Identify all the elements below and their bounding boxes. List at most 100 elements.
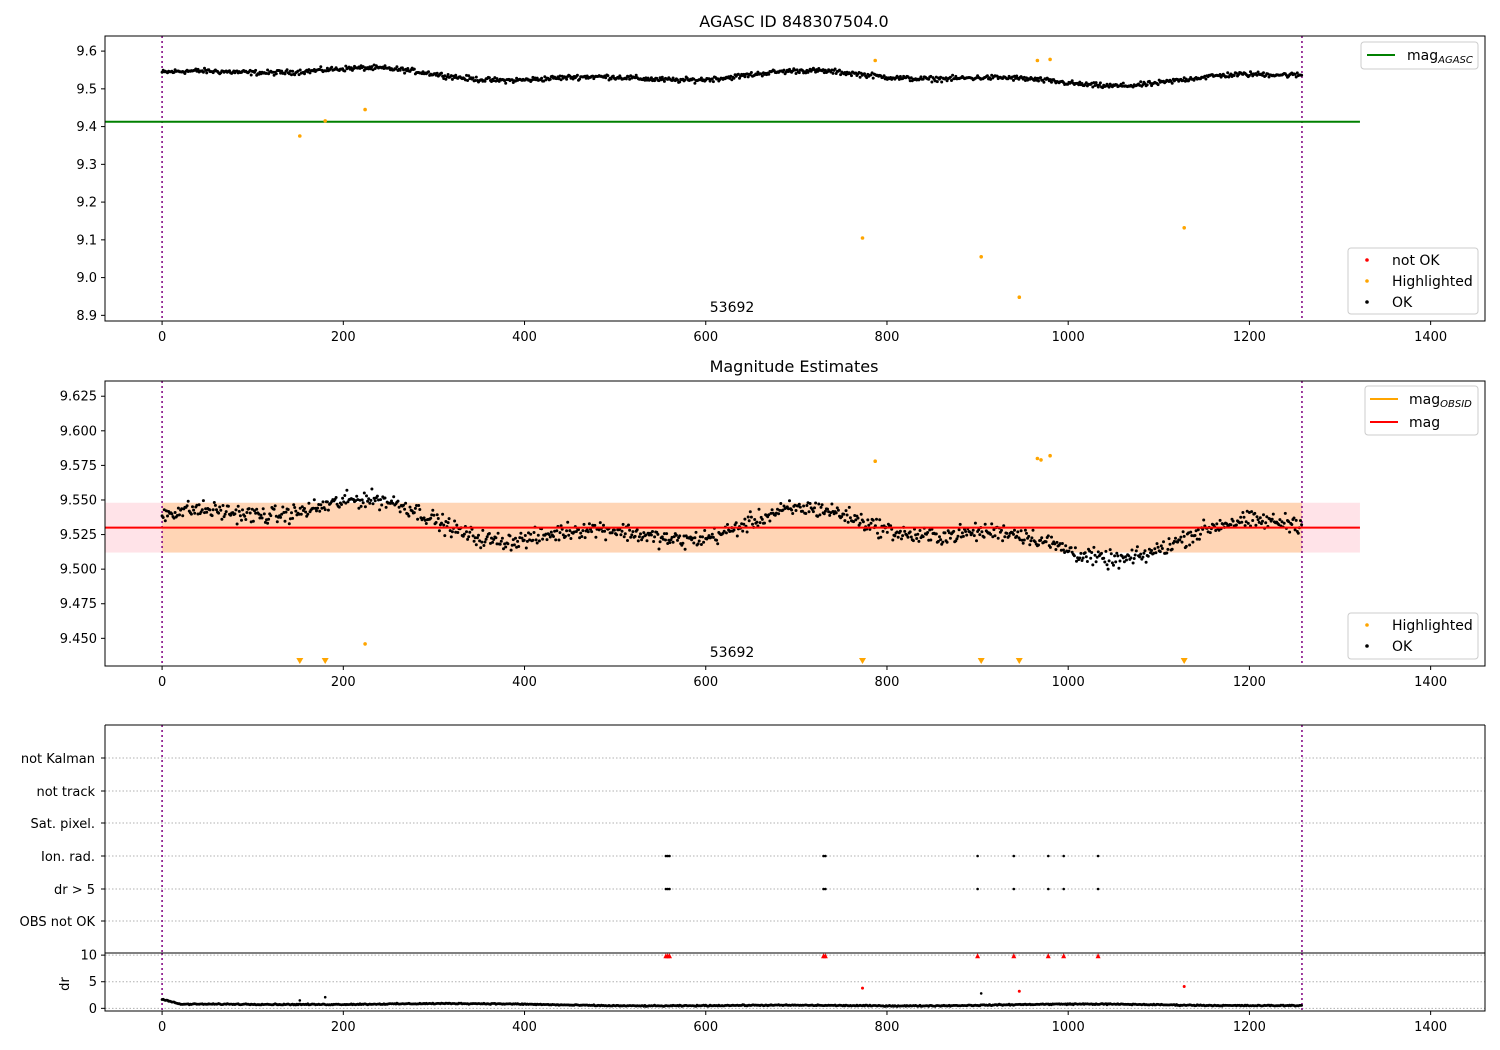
ok-point bbox=[487, 76, 491, 80]
ok-point bbox=[692, 541, 696, 545]
highlighted-point bbox=[860, 236, 865, 240]
ok-point bbox=[640, 538, 644, 542]
ok-point bbox=[522, 538, 526, 542]
flag-point bbox=[976, 854, 979, 858]
ok-point bbox=[957, 528, 961, 532]
ok-point bbox=[698, 535, 702, 539]
ok-point bbox=[467, 535, 471, 539]
ok-point bbox=[1059, 548, 1063, 552]
ok-point bbox=[492, 538, 496, 541]
chart-title: AGASC ID 848307504.0 bbox=[699, 12, 888, 31]
ok-point bbox=[782, 504, 786, 508]
ok-point bbox=[1121, 556, 1125, 560]
ok-point bbox=[633, 534, 637, 538]
ok-point bbox=[628, 528, 632, 532]
ok-point bbox=[854, 518, 858, 522]
ok-point bbox=[1084, 555, 1088, 559]
legend-box bbox=[1347, 612, 1479, 660]
ok-point bbox=[319, 503, 323, 507]
flag-point bbox=[668, 887, 671, 891]
ok-point bbox=[1155, 542, 1159, 546]
ok-point bbox=[567, 533, 571, 537]
ok-point bbox=[801, 69, 804, 72]
ok-point bbox=[218, 505, 222, 509]
ok-point bbox=[1300, 73, 1304, 77]
ok-point bbox=[863, 72, 866, 76]
ok-point bbox=[510, 543, 514, 547]
ok-point bbox=[1107, 85, 1111, 89]
ok-point bbox=[1124, 555, 1127, 559]
legend-marker bbox=[1365, 258, 1369, 262]
ok-point bbox=[1003, 535, 1007, 539]
ok-point bbox=[215, 508, 218, 512]
ok-point bbox=[1080, 559, 1084, 562]
ok-point bbox=[1091, 85, 1095, 89]
ok-point bbox=[379, 498, 383, 502]
ok-point bbox=[455, 523, 459, 527]
dr-notok-marker bbox=[975, 953, 981, 959]
ok-point bbox=[871, 518, 875, 522]
ok-point bbox=[709, 535, 713, 539]
ok-point bbox=[1240, 520, 1244, 524]
ok-point bbox=[293, 506, 297, 509]
ok-point bbox=[512, 543, 516, 547]
ok-point bbox=[262, 512, 266, 516]
ok-point bbox=[508, 534, 512, 538]
ok-point bbox=[483, 79, 487, 83]
ok-point bbox=[1190, 534, 1194, 538]
ok-point bbox=[1160, 547, 1164, 550]
ok-point bbox=[569, 537, 573, 540]
ok-point bbox=[468, 530, 472, 534]
legend-marker bbox=[1365, 300, 1369, 304]
ok-point bbox=[898, 529, 902, 533]
ok-point bbox=[442, 523, 446, 527]
ok-point bbox=[797, 502, 801, 506]
ok-point bbox=[907, 76, 911, 80]
ok-point bbox=[742, 522, 746, 526]
ok-point bbox=[793, 68, 797, 72]
ok-point bbox=[1053, 542, 1057, 546]
highlighted-point bbox=[1048, 57, 1052, 62]
ok-point bbox=[769, 511, 773, 515]
ok-point bbox=[940, 80, 944, 84]
y-tick-label: 9.0 bbox=[76, 271, 97, 286]
highlighted-point bbox=[1048, 453, 1052, 458]
ok-point bbox=[456, 531, 460, 534]
ok-point bbox=[1019, 529, 1023, 533]
ok-point bbox=[611, 74, 615, 78]
ok-point bbox=[412, 67, 416, 71]
ok-point bbox=[748, 73, 752, 77]
ok-point bbox=[1144, 560, 1148, 564]
y-tick-label: 0 bbox=[89, 1002, 97, 1017]
ok-point bbox=[990, 73, 994, 77]
ok-point bbox=[734, 521, 738, 525]
ok-point bbox=[1247, 74, 1251, 77]
y-tick-label: 5 bbox=[89, 975, 97, 990]
ok-point bbox=[1199, 532, 1202, 536]
ok-point bbox=[707, 534, 711, 538]
dr-notok-marker bbox=[1045, 953, 1051, 959]
ok-point bbox=[770, 508, 774, 512]
ok-point bbox=[173, 511, 177, 514]
ok-point bbox=[804, 512, 808, 515]
ok-point bbox=[835, 506, 839, 510]
ok-point bbox=[210, 514, 214, 518]
highlighted-point bbox=[298, 134, 302, 138]
ok-point bbox=[790, 508, 794, 512]
ok-point bbox=[561, 533, 565, 537]
ok-point bbox=[649, 533, 653, 537]
ok-point bbox=[1134, 549, 1138, 553]
ok-point bbox=[1037, 543, 1040, 547]
dr-notok-point bbox=[1017, 989, 1021, 993]
ok-point bbox=[1202, 518, 1206, 522]
ok-point bbox=[219, 508, 223, 512]
ok-point bbox=[273, 504, 277, 508]
panel-agasc: 0 200 400 600 800 1000 1200 1400 8.9 9.0 9.1 9.2 9.3… bbox=[76, 12, 1486, 345]
ok-point bbox=[802, 504, 806, 508]
ok-point bbox=[474, 543, 478, 547]
ok-point bbox=[1050, 535, 1053, 539]
ok-point bbox=[274, 72, 278, 76]
dr-point bbox=[979, 992, 983, 995]
ok-point bbox=[879, 535, 883, 539]
ok-point bbox=[176, 506, 180, 510]
